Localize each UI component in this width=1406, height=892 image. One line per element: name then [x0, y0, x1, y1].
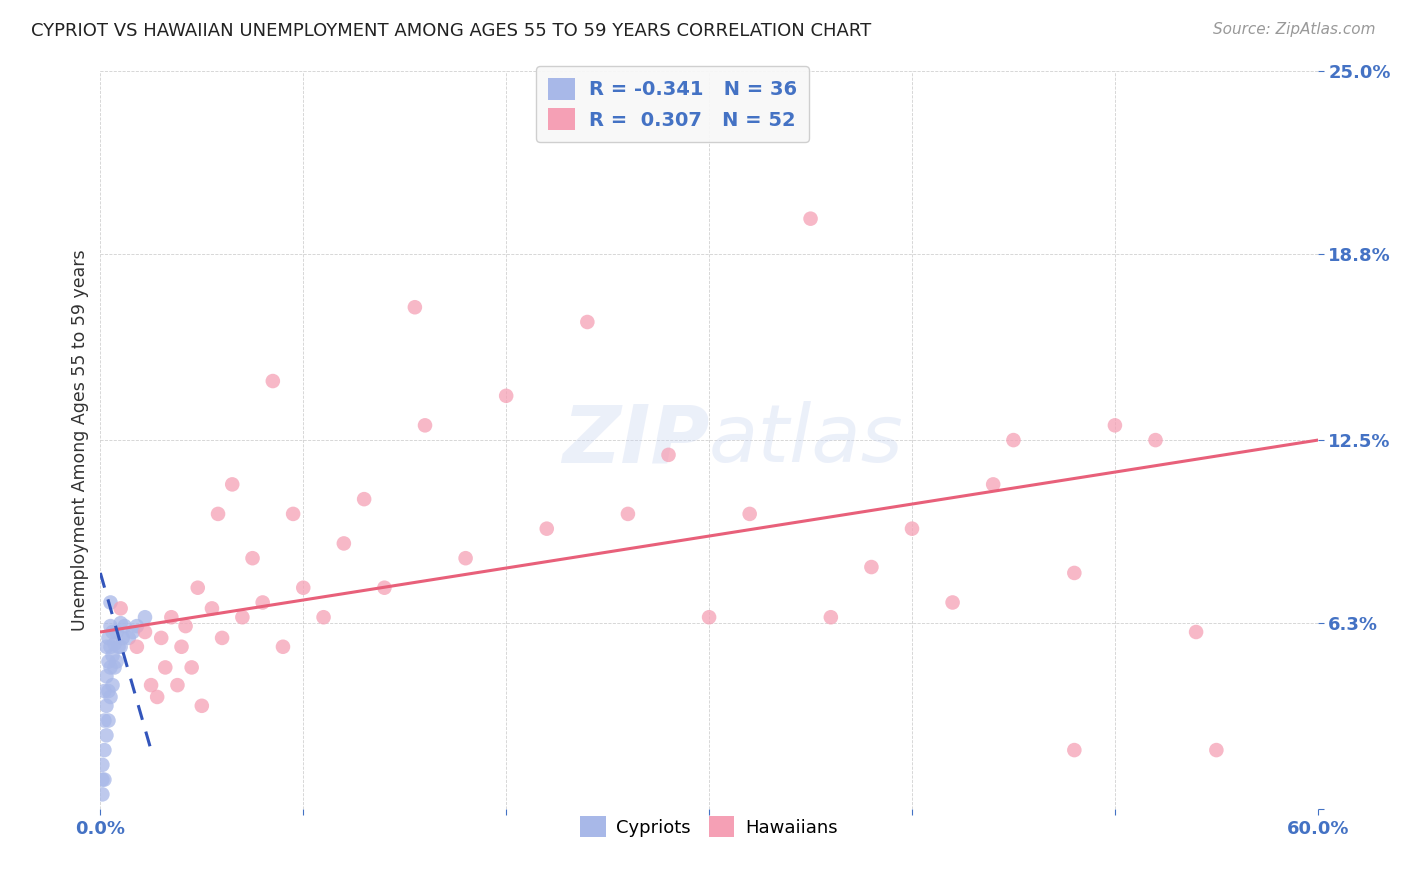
- Point: [121, 625, 143, 640]
- Point: [155, 660, 177, 674]
- Point: [576, 315, 599, 329]
- Point: [100, 640, 122, 654]
- Point: [91, 757, 114, 772]
- Point: [657, 448, 679, 462]
- Point: [97, 655, 120, 669]
- Point: [1104, 418, 1126, 433]
- Point: [201, 601, 224, 615]
- Point: [495, 389, 517, 403]
- Point: [1063, 743, 1085, 757]
- Point: [110, 640, 132, 654]
- Point: [107, 640, 129, 654]
- Point: [105, 625, 128, 640]
- Point: [97, 631, 120, 645]
- Point: [697, 610, 720, 624]
- Point: [93, 684, 115, 698]
- Point: [100, 595, 122, 609]
- Point: [860, 560, 883, 574]
- Point: [96, 669, 118, 683]
- Text: Source: ZipAtlas.com: Source: ZipAtlas.com: [1212, 22, 1375, 37]
- Point: [271, 640, 294, 654]
- Point: [180, 660, 202, 674]
- Point: [93, 743, 115, 757]
- Point: [114, 619, 136, 633]
- Point: [231, 610, 253, 624]
- Point: [221, 477, 243, 491]
- Legend: Cypriots, Hawaiians: Cypriots, Hawaiians: [574, 809, 845, 845]
- Point: [170, 640, 193, 654]
- Point: [281, 507, 304, 521]
- Point: [91, 788, 114, 802]
- Point: [942, 595, 965, 609]
- Point: [262, 374, 284, 388]
- Point: [134, 625, 156, 640]
- Point: [150, 631, 173, 645]
- Point: [96, 698, 118, 713]
- Point: [1063, 566, 1085, 580]
- Point: [96, 640, 118, 654]
- Point: [100, 619, 122, 633]
- Point: [125, 640, 148, 654]
- Point: [101, 625, 124, 640]
- Point: [118, 631, 141, 645]
- Y-axis label: Unemployment Among Ages 55 to 59 years: Unemployment Among Ages 55 to 59 years: [72, 249, 89, 631]
- Text: atlas: atlas: [709, 401, 904, 479]
- Text: ZIP: ZIP: [562, 401, 709, 479]
- Point: [146, 690, 169, 704]
- Point: [799, 211, 821, 226]
- Point: [1144, 433, 1167, 447]
- Point: [101, 678, 124, 692]
- Point: [454, 551, 477, 566]
- Point: [207, 507, 229, 521]
- Point: [292, 581, 315, 595]
- Point: [93, 772, 115, 787]
- Point: [96, 728, 118, 742]
- Point: [160, 610, 183, 624]
- Point: [1205, 743, 1227, 757]
- Point: [110, 601, 132, 615]
- Point: [166, 678, 188, 692]
- Point: [901, 522, 924, 536]
- Point: [101, 648, 124, 663]
- Point: [312, 610, 335, 624]
- Point: [103, 660, 125, 674]
- Point: [333, 536, 356, 550]
- Point: [174, 619, 197, 633]
- Point: [100, 690, 122, 704]
- Point: [187, 581, 209, 595]
- Point: [139, 678, 162, 692]
- Point: [110, 616, 132, 631]
- Point: [373, 581, 395, 595]
- Point: [134, 610, 156, 624]
- Point: [100, 660, 122, 674]
- Point: [91, 772, 114, 787]
- Point: [191, 698, 214, 713]
- Point: [820, 610, 842, 624]
- Point: [536, 522, 558, 536]
- Point: [97, 714, 120, 728]
- Point: [97, 684, 120, 698]
- Point: [617, 507, 640, 521]
- Point: [105, 655, 128, 669]
- Point: [404, 300, 426, 314]
- Point: [1002, 433, 1025, 447]
- Point: [111, 631, 134, 645]
- Point: [103, 637, 125, 651]
- Point: [125, 619, 148, 633]
- Text: CYPRIOT VS HAWAIIAN UNEMPLOYMENT AMONG AGES 55 TO 59 YEARS CORRELATION CHART: CYPRIOT VS HAWAIIAN UNEMPLOYMENT AMONG A…: [31, 22, 872, 40]
- Point: [93, 714, 115, 728]
- Point: [252, 595, 274, 609]
- Point: [413, 418, 436, 433]
- Point: [242, 551, 264, 566]
- Point: [738, 507, 761, 521]
- Point: [353, 492, 375, 507]
- Point: [211, 631, 233, 645]
- Point: [981, 477, 1004, 491]
- Point: [1185, 625, 1208, 640]
